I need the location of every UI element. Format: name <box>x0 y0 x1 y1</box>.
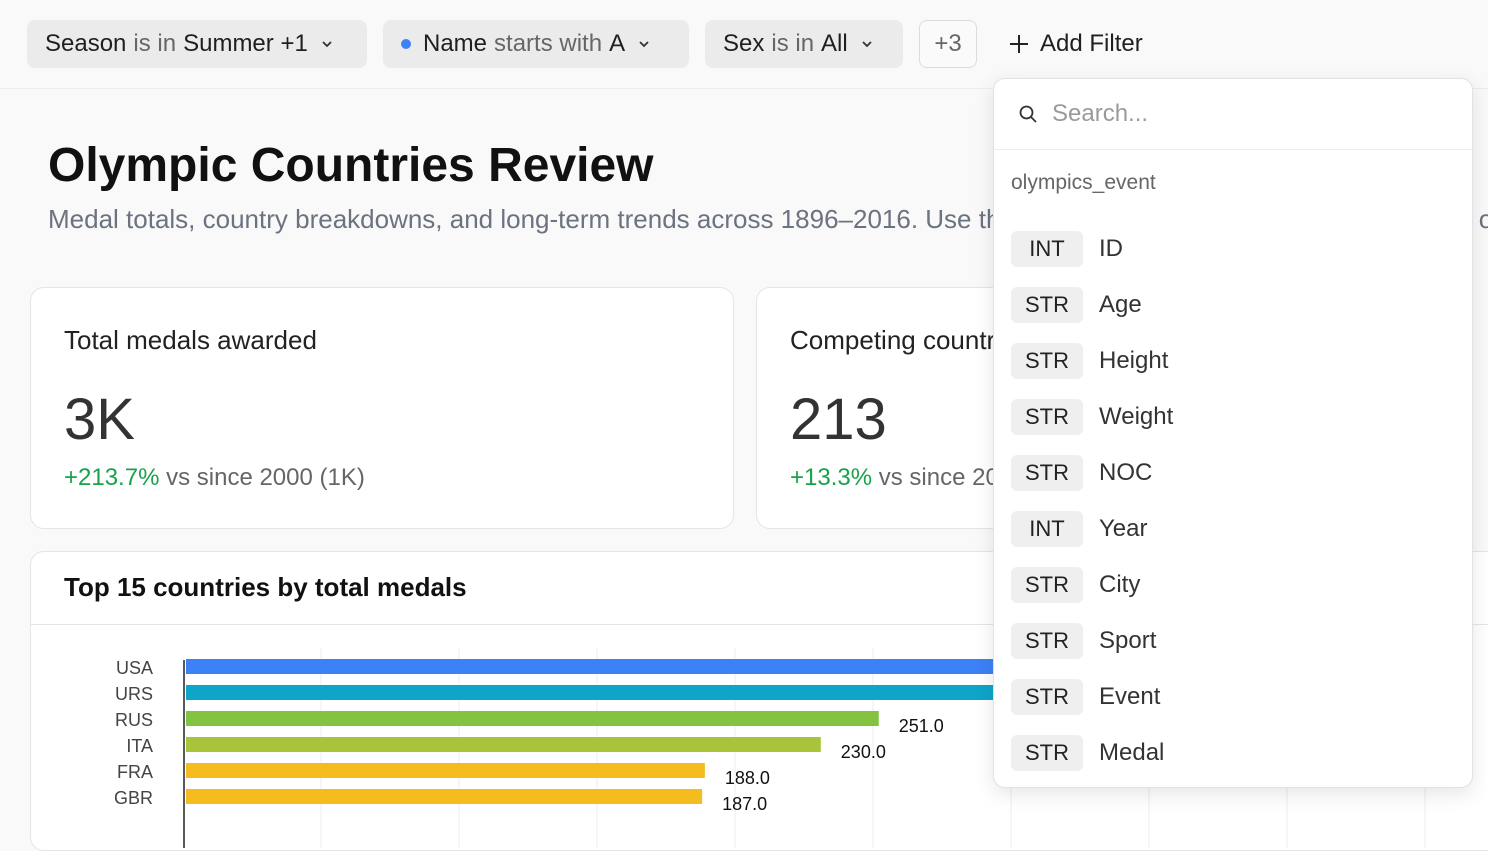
divider <box>31 624 1488 625</box>
type-badge: STR <box>1011 567 1083 603</box>
chevron-down-icon <box>860 37 874 51</box>
field-option-noc[interactable]: STR NOC <box>1011 445 1451 501</box>
kpi-delta-comparison: vs since 2000 (1K) <box>159 464 365 491</box>
field-list: INT ID STR Age STR Height STR Weight STR NOC INT Ye… <box>1011 221 1451 781</box>
kpi-label: Total medals awarded <box>64 325 317 355</box>
plus-icon <box>1010 35 1028 53</box>
kpi-card-total-medals: Total medals awarded 3K +213.7% vs since… <box>30 287 734 529</box>
filter-key: Season <box>45 30 127 57</box>
more-filters-button[interactable]: +3 <box>919 20 977 68</box>
field-option-year[interactable]: INT Year <box>1011 501 1451 557</box>
bar-rus[interactable] <box>186 711 879 726</box>
bar-chart: USA URS RUS 251.0 ITA 230.0 FRA 188.0 GBR 187.0 <box>114 648 1426 848</box>
field-name: City <box>1099 571 1141 598</box>
kpi-label: Competing countries <box>790 325 1029 355</box>
filter-value: Summer +1 <box>183 30 308 57</box>
value-label: 188.0 <box>725 768 770 788</box>
search-input[interactable] <box>1050 99 1434 129</box>
bar-gbr[interactable] <box>186 789 703 804</box>
category-label: ITA <box>126 736 153 756</box>
type-badge: STR <box>1011 679 1083 715</box>
search-icon <box>1019 105 1037 123</box>
field-option-medal[interactable]: STR Medal <box>1011 725 1451 781</box>
field-name: Medal <box>1099 739 1165 766</box>
field-option-sport[interactable]: STR Sport <box>1011 613 1451 669</box>
value-label: 230.0 <box>841 742 886 762</box>
field-option-city[interactable]: STR City <box>1011 557 1451 613</box>
type-badge: STR <box>1011 287 1083 323</box>
type-badge: STR <box>1011 343 1083 379</box>
chart-title: Top 15 countries by total medals <box>64 572 467 602</box>
active-dot-icon <box>401 39 411 49</box>
bar-usa[interactable] <box>186 659 1086 674</box>
add-filter-button[interactable]: Add Filter <box>1008 20 1143 68</box>
bar-urs[interactable] <box>186 685 1086 700</box>
field-option-age[interactable]: STR Age <box>1011 277 1451 333</box>
category-label: USA <box>116 658 153 678</box>
page-title: Olympic Countries Review <box>48 139 654 192</box>
filter-key: Name <box>423 30 488 57</box>
kpi-delta: +13.3% vs since 2000 <box>790 464 1026 492</box>
category-label: URS <box>115 684 153 704</box>
filter-pill-sex[interactable]: Sex is in All <box>705 20 903 68</box>
field-option-id[interactable]: INT ID <box>1011 221 1451 277</box>
field-picker-dropdown: olympics_event INT ID STR Age STR Height STR We… <box>993 78 1473 788</box>
bar-ita[interactable] <box>186 737 821 752</box>
add-filter-label: Add Filter <box>1040 30 1143 57</box>
value-label: 187.0 <box>722 794 767 814</box>
chevron-down-icon <box>637 37 651 51</box>
chevron-down-icon <box>320 37 334 51</box>
filter-pill-name[interactable]: Name starts with A <box>383 20 689 68</box>
filter-key: Sex <box>723 30 765 57</box>
group-label: olympics_event <box>1011 171 1156 194</box>
filter-value: All <box>821 30 848 57</box>
type-badge: INT <box>1011 511 1083 547</box>
type-badge: STR <box>1011 735 1083 771</box>
field-name: Weight <box>1099 403 1174 430</box>
filter-value: A <box>609 30 626 57</box>
filter-operator: is in <box>771 30 815 57</box>
category-label: GBR <box>114 788 153 808</box>
field-name: Event <box>1099 683 1161 710</box>
field-name: Height <box>1099 347 1169 374</box>
bar-fra[interactable] <box>186 763 705 778</box>
kpi-delta-percent: +13.3% <box>790 464 873 491</box>
field-name: Age <box>1099 291 1142 318</box>
search-row <box>994 79 1472 150</box>
type-badge: STR <box>1011 455 1083 491</box>
filter-operator: starts with <box>494 30 603 57</box>
type-badge: INT <box>1011 231 1083 267</box>
field-name: Sport <box>1099 627 1157 654</box>
category-label: RUS <box>115 710 153 730</box>
kpi-delta: +213.7% vs since 2000 (1K) <box>64 464 365 492</box>
field-name: Year <box>1099 515 1148 542</box>
field-name: NOC <box>1099 459 1153 486</box>
field-name: ID <box>1099 235 1123 262</box>
category-label: FRA <box>117 762 153 782</box>
value-label: 251.0 <box>899 716 944 736</box>
filter-bar: Season is in Summer +1 Name starts with … <box>0 0 1488 89</box>
field-option-event[interactable]: STR Event <box>1011 669 1451 725</box>
field-option-height[interactable]: STR Height <box>1011 333 1451 389</box>
kpi-value: 213 <box>790 387 887 452</box>
filter-pill-season[interactable]: Season is in Summer +1 <box>27 20 367 68</box>
kpi-delta-percent: +213.7% <box>64 464 160 491</box>
field-option-weight[interactable]: STR Weight <box>1011 389 1451 445</box>
type-badge: STR <box>1011 399 1083 435</box>
kpi-value: 3K <box>64 387 135 452</box>
type-badge: STR <box>1011 623 1083 659</box>
filter-operator: is in <box>133 30 177 57</box>
